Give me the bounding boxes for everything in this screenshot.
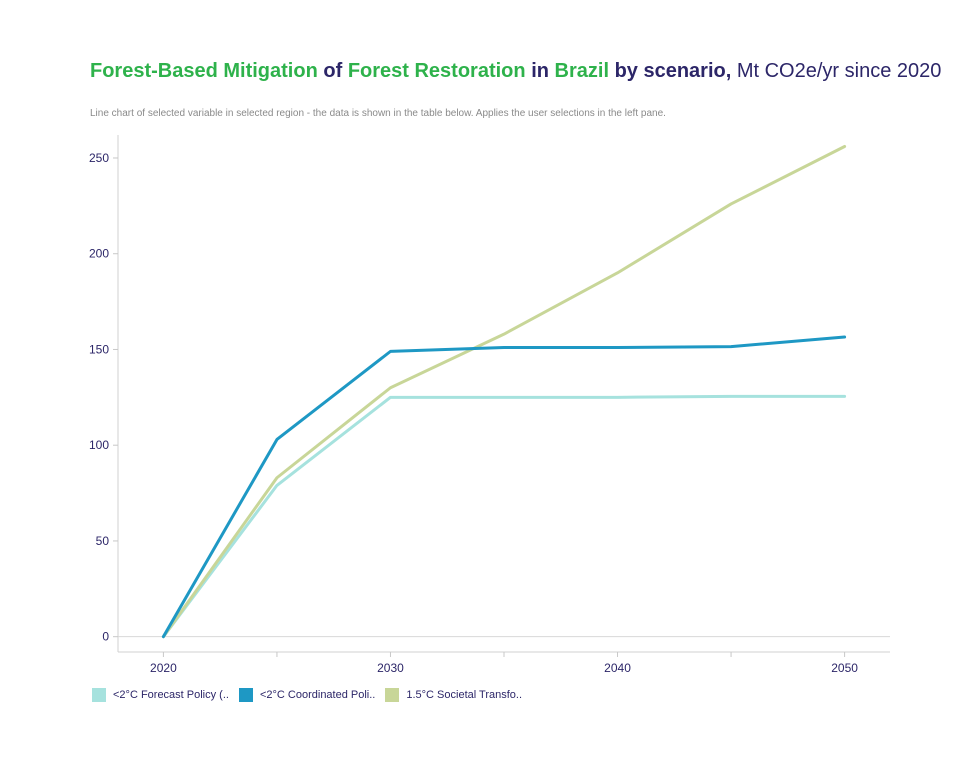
x-tick-label: 2020 [150, 661, 177, 675]
y-tick-label: 100 [89, 438, 109, 452]
chart-subtitle: Line chart of selected variable in selec… [90, 108, 666, 119]
x-tick-label: 2050 [831, 661, 858, 675]
title-region: Brazil [554, 60, 609, 82]
legend-swatch [92, 688, 106, 702]
y-tick-label: 250 [89, 151, 109, 165]
legend-swatch [238, 688, 253, 702]
title-category: Forest Restoration [347, 60, 526, 82]
y-tick-label: 0 [102, 630, 109, 644]
chart-legend: <2°C Forecast Policy (.. <2°C Coordinated… [92, 688, 532, 702]
x-tick-label: 2030 [377, 661, 404, 675]
series-line [161, 335, 847, 639]
title-of: of [323, 60, 343, 82]
legend-item[interactable]: <2°C Coordinated Poli.. [238, 688, 376, 702]
legend-label: <2°C Coordinated Poli.. [259, 689, 376, 701]
title-unit: Mt CO2e/yr since 2020 [736, 60, 942, 82]
y-tick-label: 200 [89, 247, 109, 261]
legend-label: <2°C Forecast Policy (.. [113, 689, 229, 701]
title-by: by scenario, [614, 60, 732, 82]
series-line [161, 394, 847, 639]
title-variable: Forest-Based Mitigation [90, 60, 318, 82]
y-tick-label: 150 [89, 342, 109, 356]
chart-title: Forest-Based Mitigation of Forest Restor… [90, 60, 950, 82]
legend-item[interactable]: <2°C Forecast Policy (.. [92, 688, 229, 702]
series-line [161, 144, 847, 639]
x-tick-label: 2040 [604, 661, 631, 675]
legend-item[interactable]: 1.5°C Societal Transfo.. [385, 688, 522, 702]
title-in: in [531, 60, 549, 82]
legend-label: 1.5°C Societal Transfo.. [406, 689, 523, 701]
legend-swatch [385, 688, 400, 702]
y-tick-label: 50 [96, 534, 110, 548]
